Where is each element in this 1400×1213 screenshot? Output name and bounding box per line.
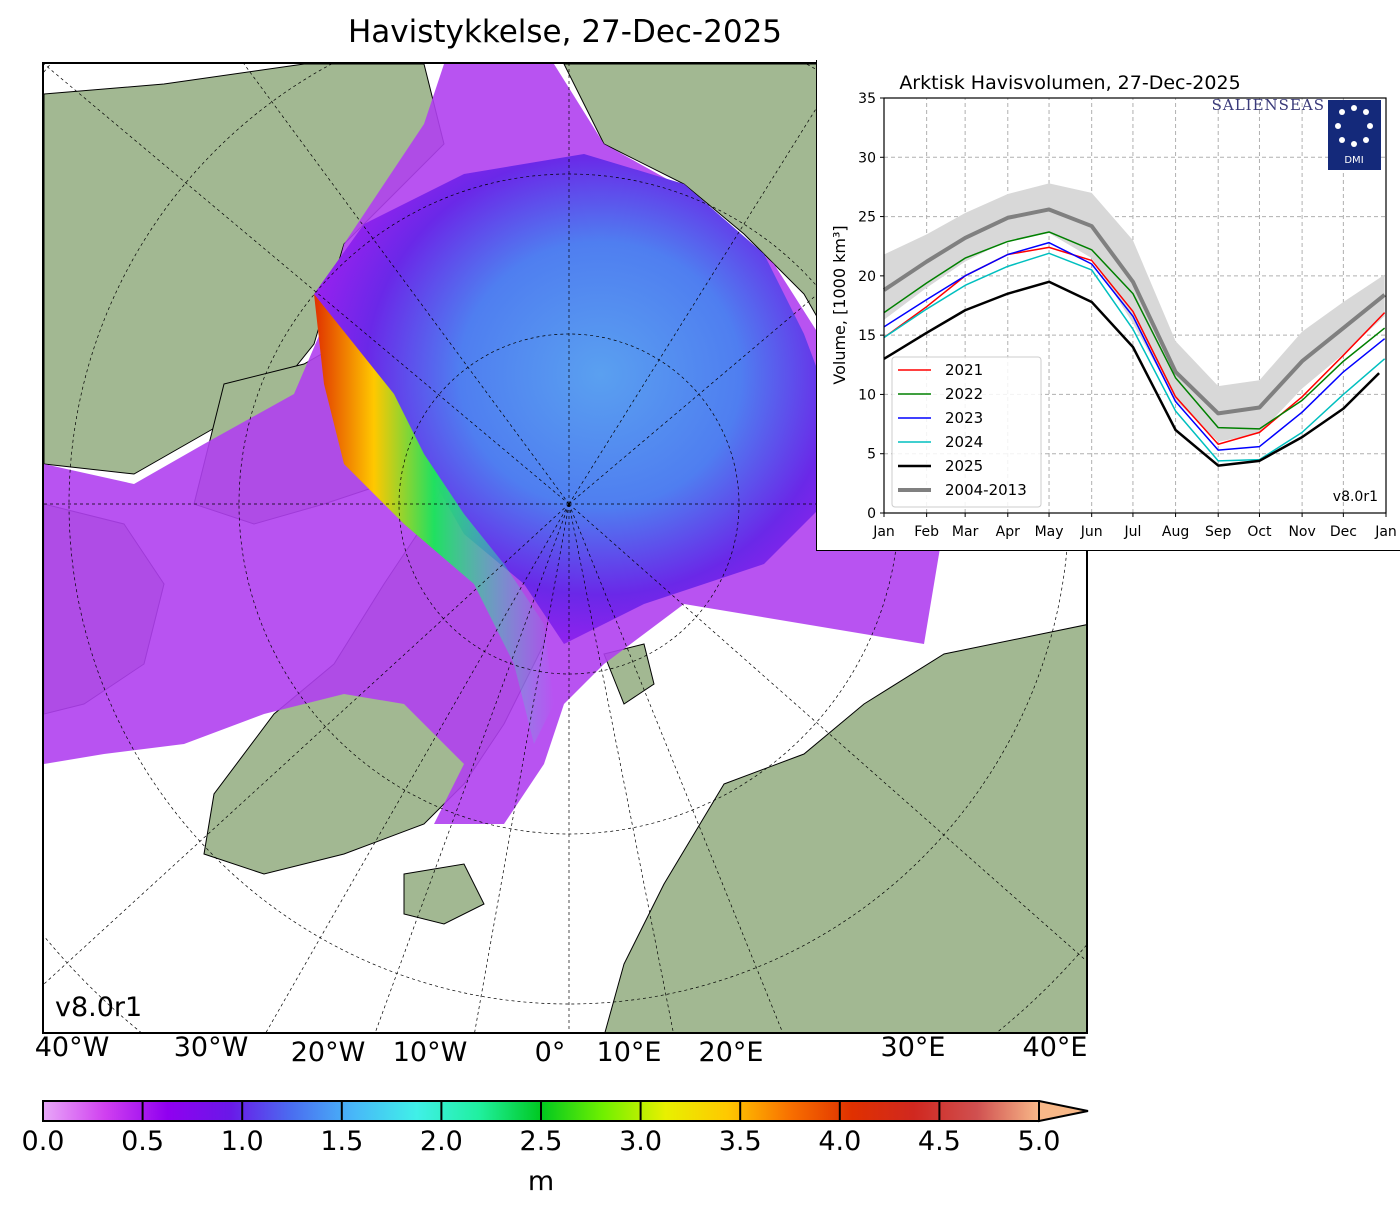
x-tick-label: Mar	[952, 524, 979, 540]
y-tick-label: 25	[858, 210, 876, 226]
x-tick-label: May	[1035, 524, 1064, 540]
x-tick-label: Nov	[1288, 524, 1315, 540]
legend-label: 2023	[945, 409, 983, 427]
series-line-2025	[883, 280, 1381, 467]
legend-label: 2022	[945, 385, 983, 403]
legend: 2021 2022 2023 2024 2025 2004-2013	[891, 356, 1042, 508]
x-tick-label: Sep	[1205, 524, 1232, 540]
legend-label: 2024	[945, 433, 983, 451]
colorbar-extend-arrow	[1038, 1100, 1089, 1123]
land-scandinavia-russia	[604, 624, 1086, 1032]
y-tick-label: 5	[867, 447, 876, 463]
x-tick-label: Aug	[1162, 524, 1189, 540]
y-tick-label: 35	[858, 91, 876, 107]
longitude-label: 10°E	[596, 1037, 662, 1068]
x-tick-label: Jan	[1374, 524, 1397, 540]
x-tick-label: Jan	[872, 524, 895, 540]
plot-frame	[883, 97, 1387, 514]
land-iceland	[403, 863, 485, 925]
salienseas-logo: SALIENSEAS	[1212, 96, 1325, 114]
colorbar-tick-label: 1.5	[320, 1126, 364, 1157]
map-svg	[44, 64, 1086, 1032]
longitude-label: 0°	[534, 1037, 566, 1068]
ice-thick	[314, 294, 554, 744]
colorbar-tick-label: 3.0	[619, 1126, 663, 1157]
x-tick-label: Dec	[1330, 524, 1357, 540]
colorbar-tick-label: 1.0	[220, 1126, 264, 1157]
series-line-2004-2013	[882, 207, 1386, 416]
colorbar-tick-label: 2.0	[419, 1126, 463, 1157]
longitude-label: 10°W	[392, 1037, 468, 1068]
longitude-label: 20°E	[698, 1037, 764, 1068]
land-svalbard	[603, 643, 655, 705]
y-tick-label: 30	[858, 150, 876, 166]
chart-title: Arktisk Havisvolumen, 27-Dec-2025	[899, 72, 1240, 94]
page-title: Havistykkelse, 27-Dec-2025	[347, 14, 783, 50]
colorbar-tick-label: 3.5	[718, 1126, 762, 1157]
longitude-label: 20°W	[290, 1037, 366, 1068]
colorbar-tick-label: 4.0	[818, 1126, 862, 1157]
volume-chart-svg: Arktisk Havisvolumen, 27-Dec-2025 0 5 10 15…	[830, 72, 1397, 540]
legend-label: 2004-2013	[945, 481, 1027, 499]
series-line-2024	[883, 252, 1386, 462]
longitude-label: 40°E	[1022, 1032, 1088, 1063]
colorbar-tick-label: 0.0	[21, 1126, 65, 1157]
colorbar-tick-label: 0.5	[121, 1126, 165, 1157]
longitude-label: 30°W	[173, 1032, 249, 1063]
ice-pack	[314, 154, 834, 644]
x-tick-label: Apr	[996, 524, 1020, 540]
y-tick-label: 0	[867, 506, 876, 522]
longitude-label: 40°W	[34, 1032, 110, 1063]
series-line-2022	[883, 231, 1386, 430]
longitude-label: 30°E	[880, 1032, 946, 1063]
colorbar-tick-label: 4.5	[917, 1126, 961, 1157]
volume-inset-chart: Arktisk Havisvolumen, 27-Dec-2025 0 5 10 15…	[816, 60, 1400, 551]
y-tick-label: 10	[858, 387, 876, 403]
chart-version-label: v8.0r1	[1333, 489, 1378, 505]
colorbar-tick-label: 2.5	[519, 1126, 563, 1157]
sea-ice	[44, 64, 944, 824]
x-tick-label: Oct	[1247, 524, 1272, 540]
dmi-logo: DMI	[1328, 100, 1381, 170]
x-tick-label: Jul	[1123, 524, 1141, 540]
colorbar-tick-label: 5.0	[1017, 1126, 1061, 1157]
map-version-label: v8.0r1	[55, 992, 143, 1023]
legend-label: 2025	[945, 457, 983, 475]
colorbar	[42, 1100, 1089, 1123]
x-tick-label: Jun	[1080, 524, 1103, 540]
svg-text:DMI: DMI	[1344, 155, 1363, 166]
legend-label: 2021	[945, 361, 983, 379]
x-tick-label: Feb	[914, 524, 939, 540]
y-tick-label: 15	[858, 328, 876, 344]
y-tick-label: 20	[858, 269, 876, 285]
colorbar-unit: m	[527, 1166, 555, 1197]
y-axis-label: Volume, [1000 km³]	[830, 225, 849, 384]
series-line-2023	[883, 241, 1386, 451]
